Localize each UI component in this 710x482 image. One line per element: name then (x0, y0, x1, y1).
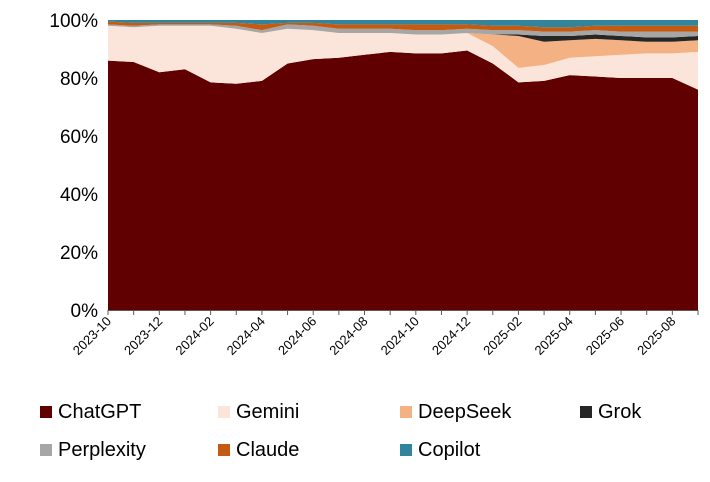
x-tick-label: 2024-02 (172, 314, 216, 358)
legend-swatch (40, 444, 52, 456)
area-grok (108, 25, 698, 42)
stacked-area-chart: 0% 20% 40% 60% 80% 100% 2023-10 2023-12 2024-02… (49, 11, 699, 358)
legend-label: Grok (598, 400, 642, 423)
legend-item-gemini: Gemini (218, 400, 299, 424)
legend-label: ChatGPT (58, 400, 142, 423)
x-tick-label: 2024-06 (275, 314, 319, 358)
legend-swatch (400, 406, 412, 418)
y-tick-label: 80% (60, 69, 98, 90)
x-tick-label: 2025-08 (634, 314, 678, 358)
x-tick-label: 2023-12 (121, 314, 165, 358)
y-tick-label: 60% (60, 127, 98, 148)
y-axis-ticks: 0% 20% 40% 60% 80% 100% (49, 11, 98, 322)
x-tick-label: 2025-06 (583, 314, 627, 358)
x-tick-label: 2024-08 (326, 314, 370, 358)
x-axis-ticks: 2023-10 2023-12 2024-02 2024-04 2024-06 2024-… (70, 310, 699, 358)
x-tick-label: 2024-04 (224, 314, 268, 358)
area-gemini (108, 25, 698, 90)
legend-label: Perplexity (58, 438, 146, 461)
legend-item-chatgpt: ChatGPT (40, 400, 141, 424)
legend-label: Gemini (236, 400, 300, 423)
legend-item-perplexity: Perplexity (40, 438, 146, 462)
area-claude (108, 21, 698, 32)
legend-swatch (40, 406, 52, 418)
y-tick-label: 40% (60, 185, 98, 206)
legend-item-claude: Claude (218, 438, 299, 462)
legend-label: Copilot (418, 438, 481, 461)
legend-swatch (218, 444, 230, 456)
legend-item-deepseek: DeepSeek (400, 400, 511, 424)
area-chatgpt (108, 50, 698, 310)
legend-item-grok: Grok (580, 400, 641, 424)
area-deepseek (108, 25, 698, 68)
area-copilot (108, 20, 698, 28)
x-tick-label: 2024-12 (429, 314, 473, 358)
legend-swatch (218, 406, 230, 418)
y-tick-label: 20% (60, 243, 98, 264)
x-tick-label: 2025-04 (532, 314, 576, 358)
legend-swatch (400, 444, 412, 456)
x-tick-label: 2025-02 (480, 314, 524, 358)
y-tick-label: 100% (49, 11, 98, 32)
legend-label: Claude (236, 438, 300, 461)
legend-label: DeepSeek (418, 400, 512, 423)
legend-swatch (580, 406, 592, 418)
area-perplexity (108, 24, 698, 38)
area-layer (108, 20, 698, 310)
y-tick-label: 0% (71, 301, 99, 322)
x-tick-label: 2024-10 (378, 314, 422, 358)
legend-item-copilot: Copilot (400, 438, 480, 462)
